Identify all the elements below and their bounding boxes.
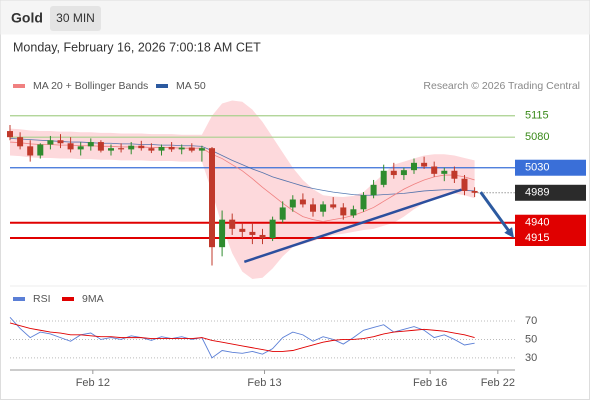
candle-body <box>27 146 34 156</box>
candle-body <box>108 148 114 151</box>
legend-swatch <box>156 84 168 88</box>
candle-body <box>289 199 296 208</box>
rsi-tick-label: 70 <box>525 315 537 327</box>
candle-body <box>67 143 74 150</box>
candle-body <box>299 199 306 205</box>
bollinger-band <box>10 100 475 279</box>
candle-body <box>411 162 417 171</box>
candle-body <box>239 228 246 232</box>
candle-body <box>148 148 155 151</box>
candle-body <box>47 140 54 145</box>
rsi-legend-label: RSI <box>33 293 51 305</box>
candle-body <box>269 219 276 238</box>
rsi-ma-line <box>9 322 475 352</box>
candle-body <box>370 184 377 196</box>
candle-body <box>400 170 407 176</box>
rsi-legend-swatch <box>13 297 25 301</box>
candle-body <box>340 207 347 216</box>
last-price-box <box>515 184 586 201</box>
trendline <box>243 188 462 264</box>
candle-body <box>178 147 185 150</box>
candle-body <box>128 145 135 150</box>
interval[interactable]: 30 MIN <box>56 11 95 25</box>
candle-body <box>17 137 24 147</box>
level-label: 5080 <box>525 131 549 143</box>
last-price-label: 4989 <box>525 187 549 199</box>
candle-body <box>7 131 13 138</box>
x-tick-label: Feb 12 <box>76 377 110 389</box>
legend-label: MA 50 <box>176 80 206 92</box>
rsi-line <box>9 317 475 359</box>
candle-body <box>259 234 266 238</box>
candle-body <box>77 146 84 150</box>
legend-swatch <box>13 84 25 88</box>
level-box <box>515 214 586 231</box>
candle-body <box>219 219 226 248</box>
candle-body <box>390 170 397 176</box>
rsi-tick-label: 50 <box>525 333 537 345</box>
candle-body <box>330 204 337 208</box>
x-tick-label: Feb 16 <box>413 377 447 389</box>
candle-body <box>360 195 367 210</box>
candle-body <box>279 207 286 220</box>
ma50-line <box>9 137 475 196</box>
candle-body <box>310 204 316 212</box>
level-label: 4940 <box>525 217 549 229</box>
ma20-line <box>9 141 475 222</box>
arrow-head <box>504 227 514 238</box>
candle-body <box>380 170 387 185</box>
legend-label: MA 20 + Bollinger Bands <box>33 80 148 92</box>
level-label: 5030 <box>525 162 549 174</box>
candle-body <box>158 146 165 151</box>
forecast-arrow <box>479 191 512 235</box>
candle-body <box>471 190 478 193</box>
x-tick-label: Feb 13 <box>247 377 281 389</box>
symbol: Gold <box>11 10 43 26</box>
interval-badge[interactable] <box>50 6 101 31</box>
candle-body <box>198 148 205 151</box>
candle-body <box>168 146 175 150</box>
credit: Research © 2026 Trading Central <box>423 80 580 92</box>
level-box <box>515 230 586 246</box>
candle-body <box>350 209 357 216</box>
candle-body <box>431 166 438 174</box>
candle-body <box>209 148 215 248</box>
timestamp: Monday, February 16, 2026 7:00:18 AM CET <box>13 40 261 54</box>
rsi-legend-swatch <box>62 297 74 301</box>
rsi-tick-label: 30 <box>525 352 537 364</box>
candle-body <box>87 142 94 147</box>
candle-body <box>451 170 458 179</box>
candle-body <box>138 145 145 149</box>
candle-body <box>461 178 468 191</box>
rsi-legend-label: 9MA <box>82 293 104 305</box>
candle-body <box>57 140 64 144</box>
candle-body <box>118 148 125 150</box>
x-tick-label: Feb 22 <box>481 377 515 389</box>
level-label: 4915 <box>525 232 549 244</box>
level-label: 5115 <box>525 110 549 122</box>
candle-body <box>441 170 448 174</box>
candle-body <box>320 204 327 212</box>
candle-body <box>421 162 428 167</box>
level-box <box>515 159 586 176</box>
candle-body <box>188 147 195 151</box>
candle-body <box>229 219 236 229</box>
candle-body <box>97 142 104 151</box>
candle-body <box>249 231 256 235</box>
candle-body <box>37 144 44 156</box>
